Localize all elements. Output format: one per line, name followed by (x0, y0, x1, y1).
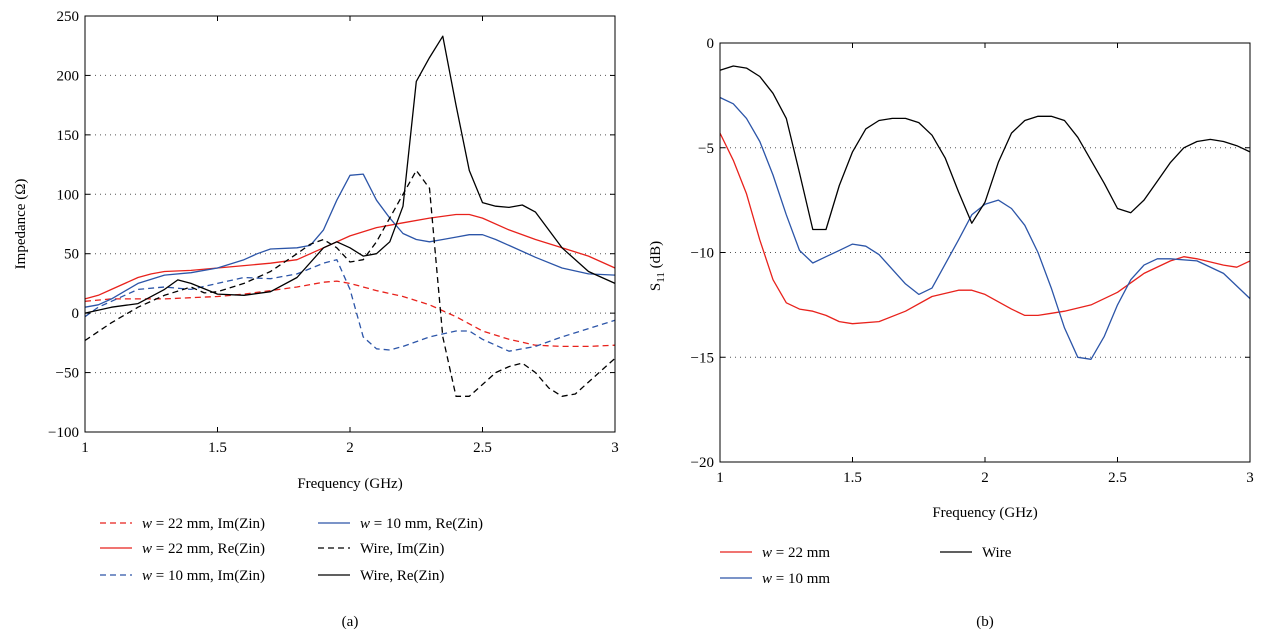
y-tick-label: −100 (48, 425, 79, 441)
legend-label: w = 22 mm, Re(Zin) (142, 541, 265, 557)
series-line (719, 96, 1251, 360)
x-tick-label: 2 (346, 440, 354, 456)
x-tick-label: 3 (1246, 470, 1254, 486)
panel-b-x-axis-label: Frequency (GHz) (932, 505, 1037, 521)
panel-b-label: (b) (976, 614, 994, 630)
x-tick-label: 1.5 (208, 440, 227, 456)
y-tick-label: −5 (698, 141, 714, 157)
legend-label: Wire, Re(Zin) (360, 568, 444, 584)
series-line (84, 169, 616, 397)
y-tick-label: −50 (56, 366, 79, 382)
x-tick-label: 2 (981, 470, 989, 486)
x-tick-label: 2.5 (1108, 470, 1127, 486)
panel-a-chart: −100 −50 0 50 100 150 200 250 1 1.5 2 2.5 3 Frequenc… (13, 9, 619, 630)
legend-label: w = 10 mm, Im(Zin) (142, 568, 265, 584)
y-tick-label: −10 (691, 246, 714, 262)
panel-b-y-axis-label: S11 (dB) (648, 241, 667, 291)
x-tick-label: 1.5 (843, 470, 862, 486)
legend-label: w = 10 mm (762, 571, 830, 587)
series-line (84, 280, 616, 348)
y-tick-label: 50 (64, 247, 79, 263)
panel-a-plot-frame (84, 15, 616, 433)
x-tick-label: 2.5 (473, 440, 492, 456)
legend-label: w = 22 mm (762, 545, 830, 561)
panel-a-legend: w = 22 mm, Im(Zin) w = 22 mm, Re(Zin) w = … (100, 516, 483, 584)
panel-b-series-lines (719, 65, 1251, 360)
y-tick-label: 200 (57, 68, 80, 84)
panel-a-series-lines (84, 35, 616, 397)
panel-a-x-axis-label: Frequency (GHz) (297, 476, 402, 492)
series-line (84, 35, 616, 314)
series-line (719, 65, 1251, 231)
panel-a-y-axis-label: Impedance (Ω) (13, 179, 29, 270)
panel-a-ticks: −100 −50 0 50 100 150 200 250 1 1.5 2 2.5 3 (48, 9, 619, 456)
y-tick-label: 150 (57, 128, 80, 144)
panel-b-chart: −20 −15 −10 −5 0 1 1.5 2 2.5 3 Frequency (GHz) S1… (648, 36, 1254, 630)
y-tick-label: 250 (57, 9, 80, 25)
y-tick-label: 0 (72, 306, 80, 322)
legend-label: Wire (982, 545, 1012, 561)
x-tick-label: 1 (81, 440, 89, 456)
y-tick-label: 0 (707, 36, 715, 52)
x-tick-label: 3 (611, 440, 619, 456)
panel-b-legend: w = 22 mm w = 10 mm Wire (720, 545, 1012, 587)
x-tick-label: 1 (716, 470, 724, 486)
legend-label: w = 10 mm, Re(Zin) (360, 516, 483, 532)
series-line (719, 132, 1251, 325)
legend-label: Wire, Im(Zin) (360, 541, 444, 557)
legend-label: w = 22 mm, Im(Zin) (142, 516, 265, 532)
panel-b-gridlines (720, 147, 1250, 358)
y-tick-label: 100 (57, 187, 80, 203)
series-line (84, 259, 616, 352)
panel-b-ticks: −20 −15 −10 −5 0 1 1.5 2 2.5 3 (691, 36, 1254, 486)
series-line (84, 173, 616, 308)
panel-a-gridlines (85, 74, 615, 374)
y-tick-label: −20 (691, 455, 714, 471)
y-tick-label: −15 (691, 350, 714, 366)
panel-a-label: (a) (342, 614, 359, 630)
